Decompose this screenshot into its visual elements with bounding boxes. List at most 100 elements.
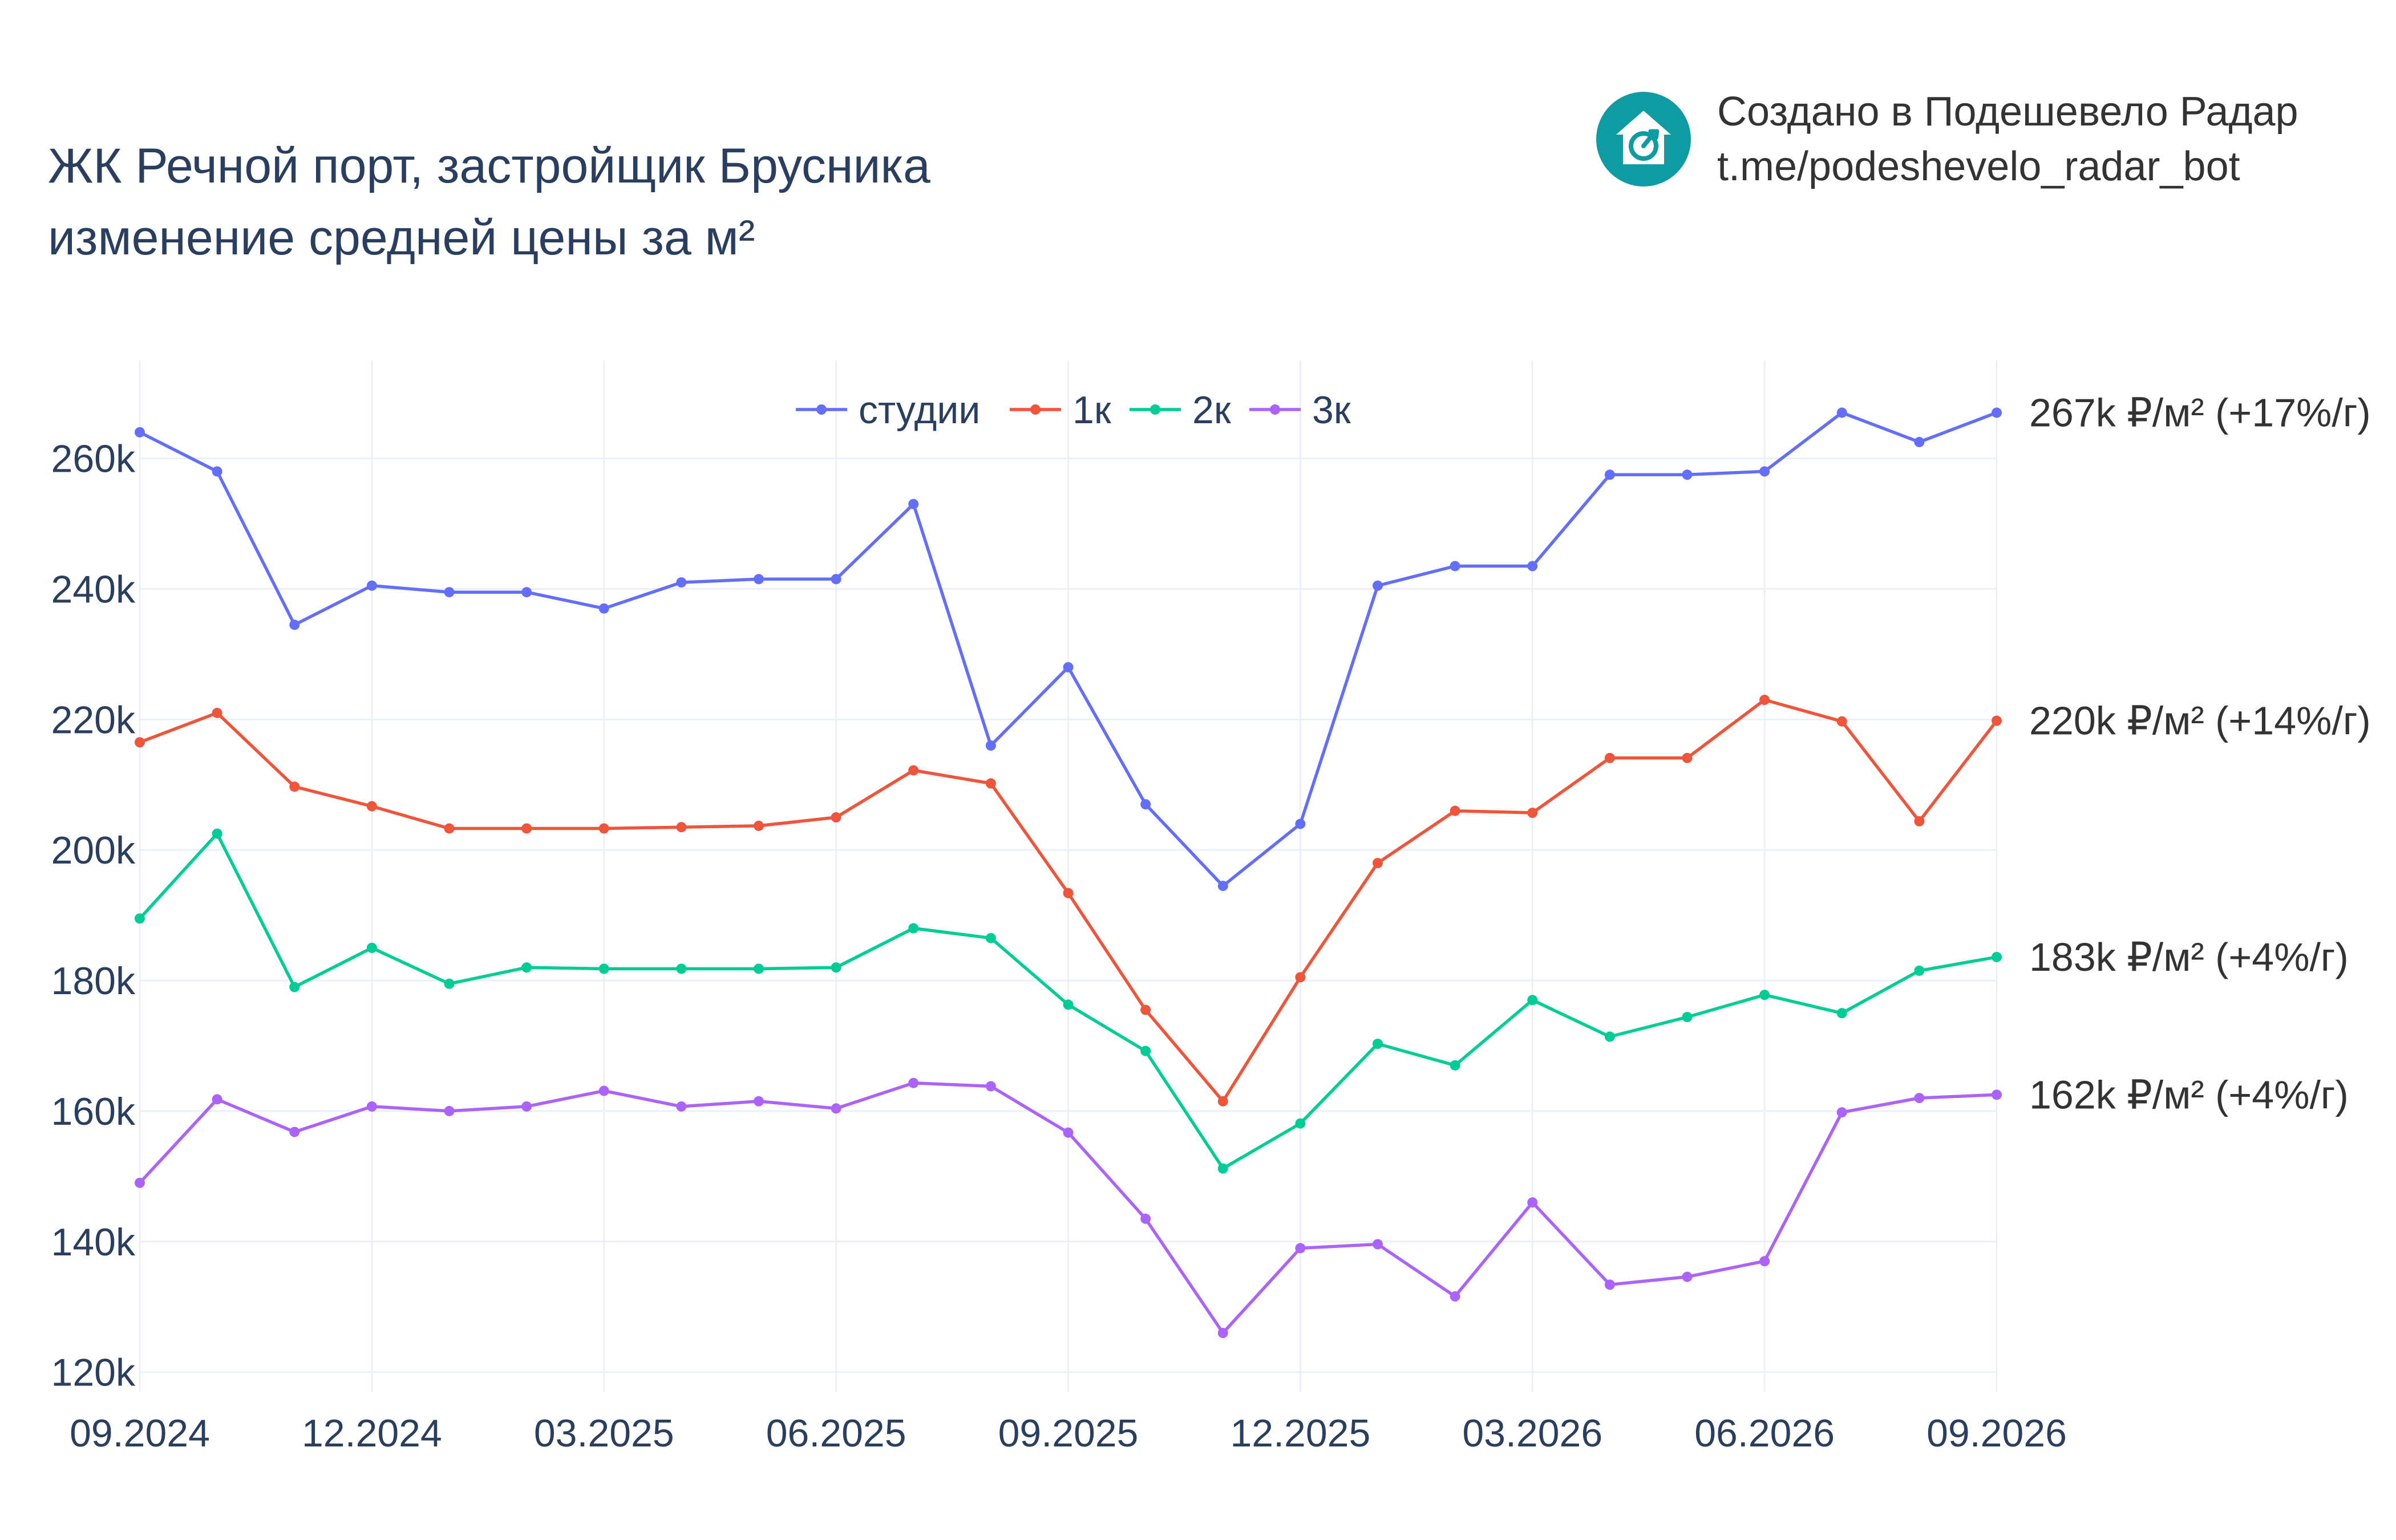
data-point[interactable] bbox=[598, 823, 609, 834]
data-point[interactable] bbox=[1992, 715, 2002, 726]
data-point[interactable] bbox=[908, 765, 919, 776]
data-point[interactable] bbox=[1295, 818, 1306, 829]
data-point[interactable] bbox=[1682, 1012, 1693, 1023]
data-point[interactable] bbox=[521, 1101, 532, 1112]
data-point[interactable] bbox=[1836, 1107, 1847, 1118]
data-point[interactable] bbox=[1759, 466, 1770, 477]
data-point[interactable] bbox=[212, 1094, 222, 1105]
data-point[interactable] bbox=[1217, 881, 1228, 891]
data-point[interactable] bbox=[1836, 716, 1847, 727]
legend-item[interactable]: 1к bbox=[1072, 388, 1112, 432]
data-point[interactable] bbox=[985, 778, 996, 789]
data-point[interactable] bbox=[1836, 407, 1847, 418]
data-point[interactable] bbox=[212, 707, 222, 718]
data-point[interactable] bbox=[1759, 990, 1770, 1000]
data-point[interactable] bbox=[135, 737, 145, 748]
data-point[interactable] bbox=[289, 619, 300, 630]
data-point[interactable] bbox=[1527, 995, 1538, 1006]
data-point[interactable] bbox=[1604, 752, 1615, 763]
data-point[interactable] bbox=[1450, 561, 1460, 572]
data-point[interactable] bbox=[908, 1077, 919, 1088]
data-point[interactable] bbox=[135, 913, 145, 924]
data-point[interactable] bbox=[1836, 1008, 1847, 1019]
data-point[interactable] bbox=[289, 1126, 300, 1137]
data-point[interactable] bbox=[212, 828, 222, 839]
data-point[interactable] bbox=[754, 963, 764, 974]
data-point[interactable] bbox=[1217, 1328, 1228, 1339]
data-point[interactable] bbox=[366, 1101, 377, 1112]
data-point[interactable] bbox=[1604, 1031, 1615, 1042]
data-point[interactable] bbox=[1527, 561, 1538, 572]
data-point[interactable] bbox=[1527, 808, 1538, 818]
legend-item[interactable]: 2к bbox=[1192, 388, 1232, 432]
brand-link[interactable]: t.me/podeshevelo_radar_bot bbox=[1717, 144, 2240, 189]
data-point[interactable] bbox=[676, 822, 687, 833]
data-point[interactable] bbox=[1140, 1213, 1151, 1224]
legend-item[interactable]: 3к bbox=[1312, 388, 1351, 432]
data-point[interactable] bbox=[444, 1105, 455, 1116]
data-point[interactable] bbox=[1759, 1256, 1770, 1267]
data-point[interactable] bbox=[1992, 951, 2002, 962]
data-point[interactable] bbox=[1682, 469, 1693, 480]
data-point[interactable] bbox=[1063, 999, 1074, 1010]
data-point[interactable] bbox=[985, 1081, 996, 1092]
data-point[interactable] bbox=[598, 603, 609, 614]
data-point[interactable] bbox=[1140, 1004, 1151, 1015]
data-point[interactable] bbox=[676, 577, 687, 588]
data-point[interactable] bbox=[598, 963, 609, 974]
data-point[interactable] bbox=[289, 982, 300, 992]
data-point[interactable] bbox=[366, 580, 377, 591]
data-point[interactable] bbox=[908, 923, 919, 934]
data-point[interactable] bbox=[1217, 1163, 1228, 1174]
data-point[interactable] bbox=[366, 801, 377, 812]
data-point[interactable] bbox=[1682, 752, 1693, 763]
data-point[interactable] bbox=[444, 823, 455, 834]
data-point[interactable] bbox=[676, 963, 687, 974]
data-point[interactable] bbox=[1450, 1060, 1460, 1071]
data-point[interactable] bbox=[1295, 1118, 1306, 1129]
data-point[interactable] bbox=[135, 427, 145, 437]
data-point[interactable] bbox=[1063, 662, 1074, 672]
data-point[interactable] bbox=[1759, 695, 1770, 706]
data-point[interactable] bbox=[444, 587, 455, 598]
data-point[interactable] bbox=[1992, 407, 2002, 418]
data-point[interactable] bbox=[985, 933, 996, 943]
data-point[interactable] bbox=[366, 942, 377, 953]
data-point[interactable] bbox=[1914, 816, 1925, 826]
data-point[interactable] bbox=[1217, 1096, 1228, 1107]
data-point[interactable] bbox=[1295, 1243, 1306, 1254]
data-point[interactable] bbox=[521, 962, 532, 973]
data-point[interactable] bbox=[1373, 858, 1383, 869]
legend-item[interactable]: студии bbox=[859, 388, 980, 432]
data-point[interactable] bbox=[754, 574, 764, 585]
data-point[interactable] bbox=[1914, 1093, 1925, 1104]
data-point[interactable] bbox=[831, 574, 841, 585]
data-point[interactable] bbox=[212, 466, 222, 477]
data-point[interactable] bbox=[985, 740, 996, 751]
data-point[interactable] bbox=[1373, 1239, 1383, 1250]
data-point[interactable] bbox=[908, 499, 919, 509]
data-point[interactable] bbox=[1914, 965, 1925, 976]
data-point[interactable] bbox=[1604, 1279, 1615, 1290]
data-point[interactable] bbox=[754, 1096, 764, 1107]
data-point[interactable] bbox=[1527, 1197, 1538, 1208]
data-point[interactable] bbox=[1450, 1291, 1460, 1302]
data-point[interactable] bbox=[1140, 799, 1151, 810]
data-point[interactable] bbox=[1914, 437, 1925, 448]
data-point[interactable] bbox=[1063, 1127, 1074, 1138]
data-point[interactable] bbox=[598, 1085, 609, 1096]
data-point[interactable] bbox=[1063, 887, 1074, 898]
data-point[interactable] bbox=[1450, 805, 1460, 816]
data-point[interactable] bbox=[1373, 580, 1383, 591]
data-point[interactable] bbox=[1604, 469, 1615, 480]
data-point[interactable] bbox=[831, 812, 841, 823]
data-point[interactable] bbox=[289, 781, 300, 792]
data-point[interactable] bbox=[831, 1103, 841, 1114]
data-point[interactable] bbox=[444, 978, 455, 989]
data-point[interactable] bbox=[1992, 1089, 2002, 1100]
data-point[interactable] bbox=[676, 1101, 687, 1112]
data-point[interactable] bbox=[135, 1177, 145, 1188]
data-point[interactable] bbox=[1295, 972, 1306, 983]
data-point[interactable] bbox=[521, 587, 532, 598]
data-point[interactable] bbox=[1682, 1271, 1693, 1282]
